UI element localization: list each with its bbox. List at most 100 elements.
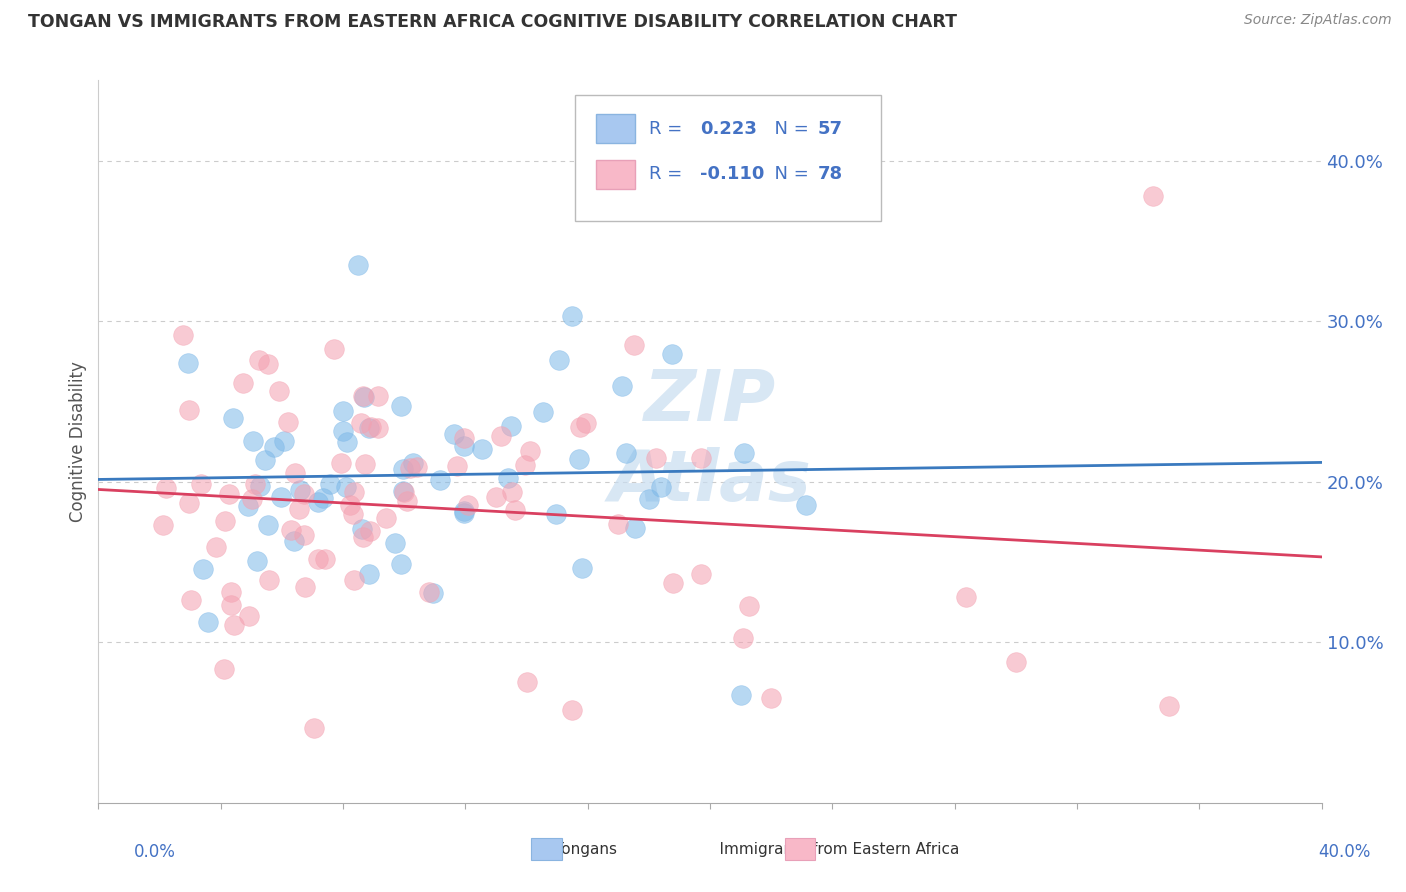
Point	[1142, 189, 1164, 203]
Point	[453, 432, 475, 446]
Point	[453, 504, 475, 518]
Point	[273, 434, 295, 448]
Point	[354, 458, 377, 472]
Point	[402, 456, 425, 470]
Point	[177, 356, 200, 370]
Point	[332, 424, 354, 438]
Text: Source: ZipAtlas.com: Source: ZipAtlas.com	[1244, 13, 1392, 28]
Text: R =: R =	[648, 120, 688, 137]
Point	[339, 499, 361, 513]
Point	[546, 507, 568, 521]
Point	[1157, 699, 1180, 714]
Point	[247, 352, 270, 367]
Point	[429, 473, 451, 487]
Point	[359, 421, 381, 435]
Point	[224, 618, 246, 632]
Point	[650, 480, 672, 494]
Point	[359, 524, 381, 538]
Text: 0.0%: 0.0%	[134, 843, 176, 861]
Point	[302, 721, 325, 735]
Point	[343, 574, 366, 588]
Point	[501, 419, 523, 434]
Point	[280, 523, 302, 537]
Point	[257, 357, 280, 371]
Point	[446, 458, 468, 473]
Point	[205, 540, 228, 554]
Point	[152, 517, 174, 532]
Point	[352, 530, 374, 544]
Point	[270, 491, 292, 505]
Point	[231, 376, 253, 390]
Point	[561, 310, 583, 324]
Point	[193, 562, 215, 576]
Point	[489, 429, 512, 443]
Point	[496, 470, 519, 484]
Point	[246, 554, 269, 568]
Point	[690, 451, 713, 466]
Point	[367, 420, 389, 434]
Point	[243, 476, 266, 491]
Point	[177, 496, 200, 510]
Point	[307, 495, 329, 509]
Text: 40.0%: 40.0%	[1319, 843, 1371, 861]
Point	[501, 484, 523, 499]
Text: 57: 57	[818, 120, 842, 137]
Text: N =: N =	[762, 120, 814, 137]
Text: -0.110: -0.110	[700, 165, 765, 183]
FancyBboxPatch shape	[575, 95, 882, 221]
Point	[329, 456, 352, 470]
Text: Immigrants from Eastern Africa: Immigrants from Eastern Africa	[700, 842, 959, 856]
Point	[443, 427, 465, 442]
Point	[391, 462, 413, 476]
Point	[257, 518, 280, 533]
Point	[955, 590, 977, 604]
Point	[312, 491, 335, 505]
FancyBboxPatch shape	[596, 160, 636, 189]
Point	[292, 486, 315, 500]
Point	[294, 580, 316, 594]
Point	[730, 688, 752, 702]
Point	[353, 390, 375, 404]
Point	[277, 415, 299, 429]
Point	[288, 483, 311, 498]
Text: 78: 78	[818, 165, 842, 183]
Point	[319, 477, 342, 491]
Point	[314, 551, 336, 566]
Point	[335, 479, 357, 493]
Point	[283, 534, 305, 549]
Point	[569, 420, 592, 434]
Point	[269, 384, 291, 399]
Point	[254, 453, 277, 467]
Point	[236, 499, 259, 513]
Point	[288, 501, 311, 516]
Point	[453, 439, 475, 453]
Point	[177, 403, 200, 417]
Point	[638, 491, 661, 506]
Text: 0.223: 0.223	[700, 120, 756, 137]
Text: ZIP
Atlas: ZIP Atlas	[609, 368, 811, 516]
Text: N =: N =	[762, 165, 814, 183]
Point	[284, 467, 307, 481]
Point	[453, 506, 475, 520]
Point	[214, 514, 236, 528]
Point	[180, 592, 202, 607]
Point	[389, 399, 412, 413]
Text: TONGAN VS IMMIGRANTS FROM EASTERN AFRICA COGNITIVE DISABILITY CORRELATION CHART: TONGAN VS IMMIGRANTS FROM EASTERN AFRICA…	[28, 13, 957, 31]
Point	[367, 389, 389, 403]
Point	[485, 490, 508, 504]
Point	[690, 566, 713, 581]
Point	[263, 440, 285, 454]
Point	[389, 557, 412, 571]
Point	[457, 498, 479, 512]
Point	[399, 461, 422, 475]
Point	[342, 508, 364, 522]
Point	[350, 416, 373, 430]
Point	[607, 517, 630, 532]
Point	[190, 477, 212, 491]
Point	[645, 451, 668, 466]
Point	[1004, 655, 1026, 669]
Point	[238, 608, 260, 623]
Point	[471, 442, 494, 456]
Point	[661, 347, 683, 361]
Point	[614, 446, 637, 460]
